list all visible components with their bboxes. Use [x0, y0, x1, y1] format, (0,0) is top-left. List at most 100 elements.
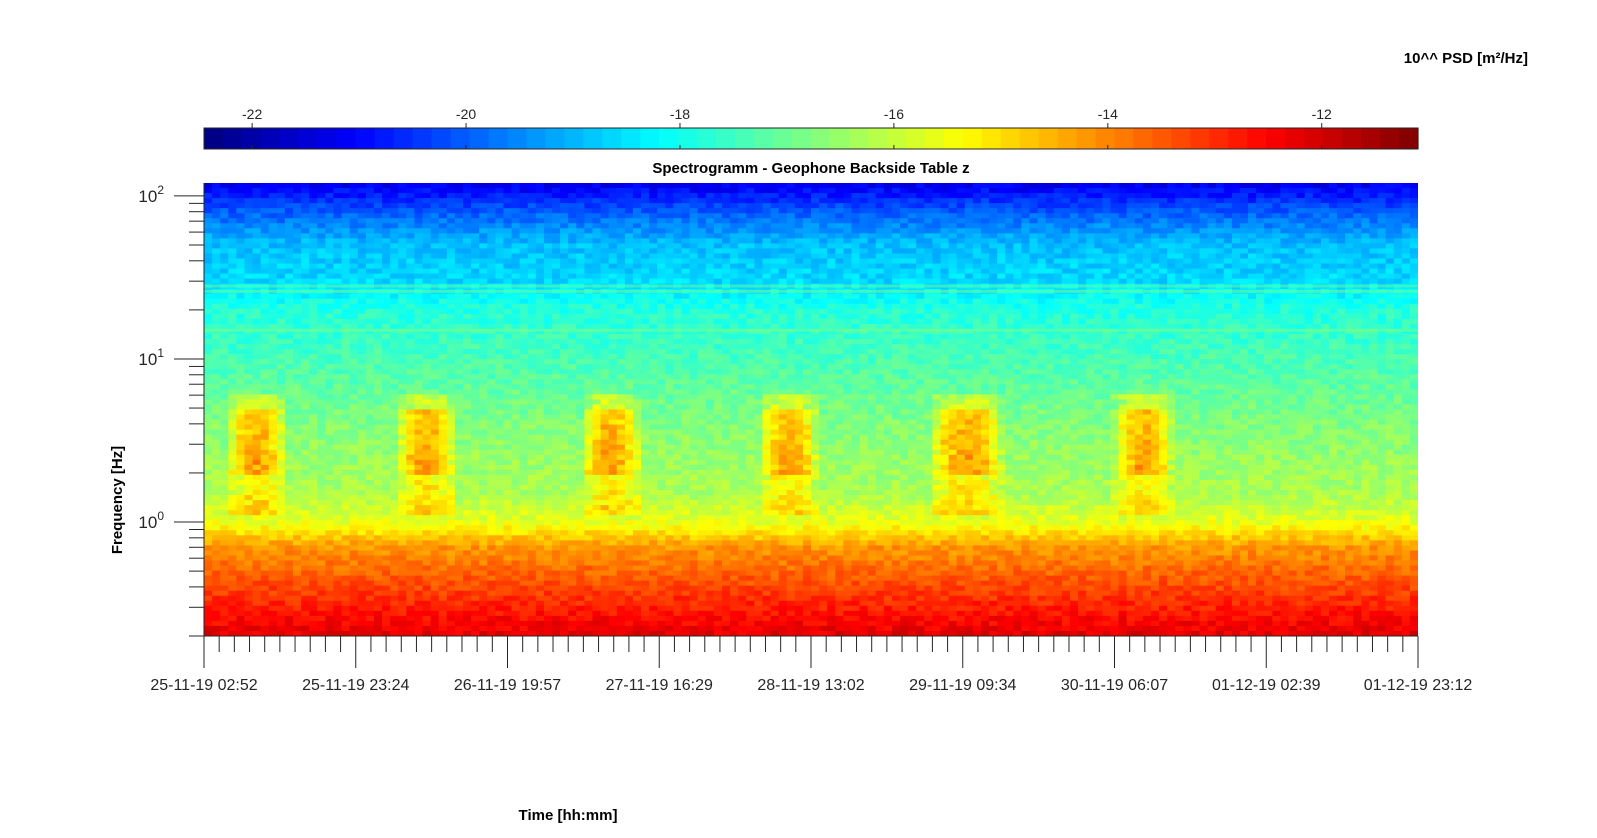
- spectrogram-cell: [1256, 308, 1265, 315]
- spectrogram-cell: [1142, 223, 1152, 229]
- spectrogram-cell: [228, 344, 237, 350]
- spectrogram-cell: [373, 334, 383, 340]
- spectrogram-cell: [309, 213, 318, 219]
- spectrogram-cell: [414, 258, 424, 265]
- spectrogram-cell: [1264, 248, 1273, 254]
- spectrogram-cell: [762, 293, 772, 300]
- spectrogram-cell: [252, 323, 262, 330]
- spectrogram-cell: [1231, 183, 1241, 189]
- spectrogram-cell: [1094, 308, 1103, 315]
- spectrogram-cell: [212, 188, 221, 194]
- spectrogram-cell: [802, 248, 812, 254]
- spectrogram-cell: [891, 308, 901, 315]
- spectrogram-cell: [365, 243, 375, 249]
- spectrogram-cell: [390, 263, 399, 270]
- spectrogram-cell: [471, 298, 480, 305]
- spectrogram-cell: [1102, 233, 1111, 239]
- spectrogram-cell: [754, 273, 763, 280]
- spectrogram-cell: [940, 334, 950, 340]
- spectrogram-cell: [422, 228, 432, 234]
- spectrogram-cell: [309, 228, 318, 234]
- spectrogram-cell: [543, 263, 553, 270]
- spectrogram-cell: [414, 293, 424, 300]
- spectrogram-cell: [964, 308, 974, 315]
- spectrogram-cell: [1393, 238, 1403, 244]
- spectrogram-cell: [1239, 218, 1249, 224]
- spectrogram-cell: [681, 213, 691, 219]
- spectrogram-cell: [268, 263, 278, 270]
- spectrogram-cell: [1118, 233, 1128, 239]
- spectrogram-cell: [252, 344, 262, 350]
- spectrogram-cell: [1288, 253, 1298, 259]
- spectrogram-cell: [462, 344, 472, 350]
- spectrogram-cell: [390, 268, 399, 275]
- spectrogram-cell: [624, 223, 634, 229]
- spectrogram-cell: [357, 323, 367, 330]
- spectrogram-cell: [293, 273, 302, 280]
- spectrogram-cell: [414, 313, 424, 320]
- colorbar-swatch: [1399, 128, 1419, 149]
- spectrogram-cell: [487, 318, 496, 325]
- spectrogram-cell: [713, 208, 723, 214]
- spectrogram-cell: [980, 268, 990, 275]
- spectrogram-cell: [746, 223, 755, 229]
- spectrogram-cell: [875, 323, 885, 330]
- colorbar-swatch: [943, 128, 964, 149]
- spectrogram-cell: [519, 263, 529, 270]
- spectrogram-cell: [1320, 193, 1330, 199]
- spectrogram-cell: [1167, 218, 1176, 224]
- spectrogram-cell: [908, 303, 917, 310]
- spectrogram-cell: [1183, 253, 1192, 259]
- spectrogram-cell: [535, 323, 545, 330]
- spectrogram-cell: [600, 334, 610, 340]
- spectrogram-cell: [422, 313, 432, 320]
- spectrogram-cell: [1304, 233, 1314, 239]
- spectrogram-cell: [1256, 253, 1265, 259]
- spectrogram-cell: [827, 298, 836, 305]
- spectrogram-cell: [1256, 273, 1265, 280]
- colorbar-swatch: [1038, 128, 1059, 149]
- spectrogram-cell: [746, 339, 755, 345]
- spectrogram-cell: [1223, 248, 1233, 254]
- spectrogram-cell: [794, 308, 804, 315]
- spectrogram-cell: [1029, 248, 1039, 254]
- spectrogram-cell: [1191, 208, 1200, 214]
- spectrogram-cell: [746, 318, 755, 325]
- spectrogram-cell: [341, 258, 351, 265]
- spectrogram-cell: [560, 298, 569, 305]
- spectrogram-cell: [1078, 308, 1087, 315]
- spectrogram-cell: [301, 208, 310, 214]
- spectrogram-cell: [1353, 223, 1362, 229]
- spectrogram-cell: [462, 318, 472, 325]
- spectrogram-cell: [1078, 253, 1087, 259]
- spectrogram-cell: [713, 213, 723, 219]
- spectrogram-cell: [1256, 258, 1265, 265]
- spectrogram-cell: [204, 218, 213, 224]
- spectrogram-cell: [1256, 213, 1265, 219]
- spectrogram-cell: [1328, 248, 1338, 254]
- spectrogram-cell: [220, 233, 229, 239]
- spectrogram-cell: [811, 188, 820, 194]
- spectrogram-cell: [1191, 318, 1200, 325]
- spectrogram-cell: [843, 344, 852, 350]
- spectrogram-cell: [786, 188, 796, 194]
- spectrogram-cell: [1239, 193, 1249, 199]
- spectrogram-cell: [414, 188, 424, 194]
- spectrogram-cell: [1061, 208, 1071, 214]
- spectrogram-cell: [843, 258, 852, 265]
- spectrogram-cell: [487, 253, 496, 259]
- spectrogram-cell: [1264, 303, 1273, 310]
- spectrogram-cell: [900, 233, 909, 239]
- spectrogram-cell: [778, 208, 788, 214]
- spectrogram-cell: [697, 313, 707, 320]
- spectrogram-cell: [705, 268, 715, 275]
- spectrogram-cell: [689, 258, 699, 265]
- spectrogram-cell: [900, 313, 909, 320]
- spectrogram-cell: [438, 334, 448, 340]
- spectrogram-cell: [1150, 203, 1160, 209]
- spectrogram-cell: [1296, 218, 1306, 224]
- spectrogram-cell: [972, 228, 982, 234]
- spectrogram-cell: [1288, 183, 1298, 189]
- spectrogram-cell: [1029, 339, 1039, 345]
- spectrogram-cell: [333, 193, 343, 199]
